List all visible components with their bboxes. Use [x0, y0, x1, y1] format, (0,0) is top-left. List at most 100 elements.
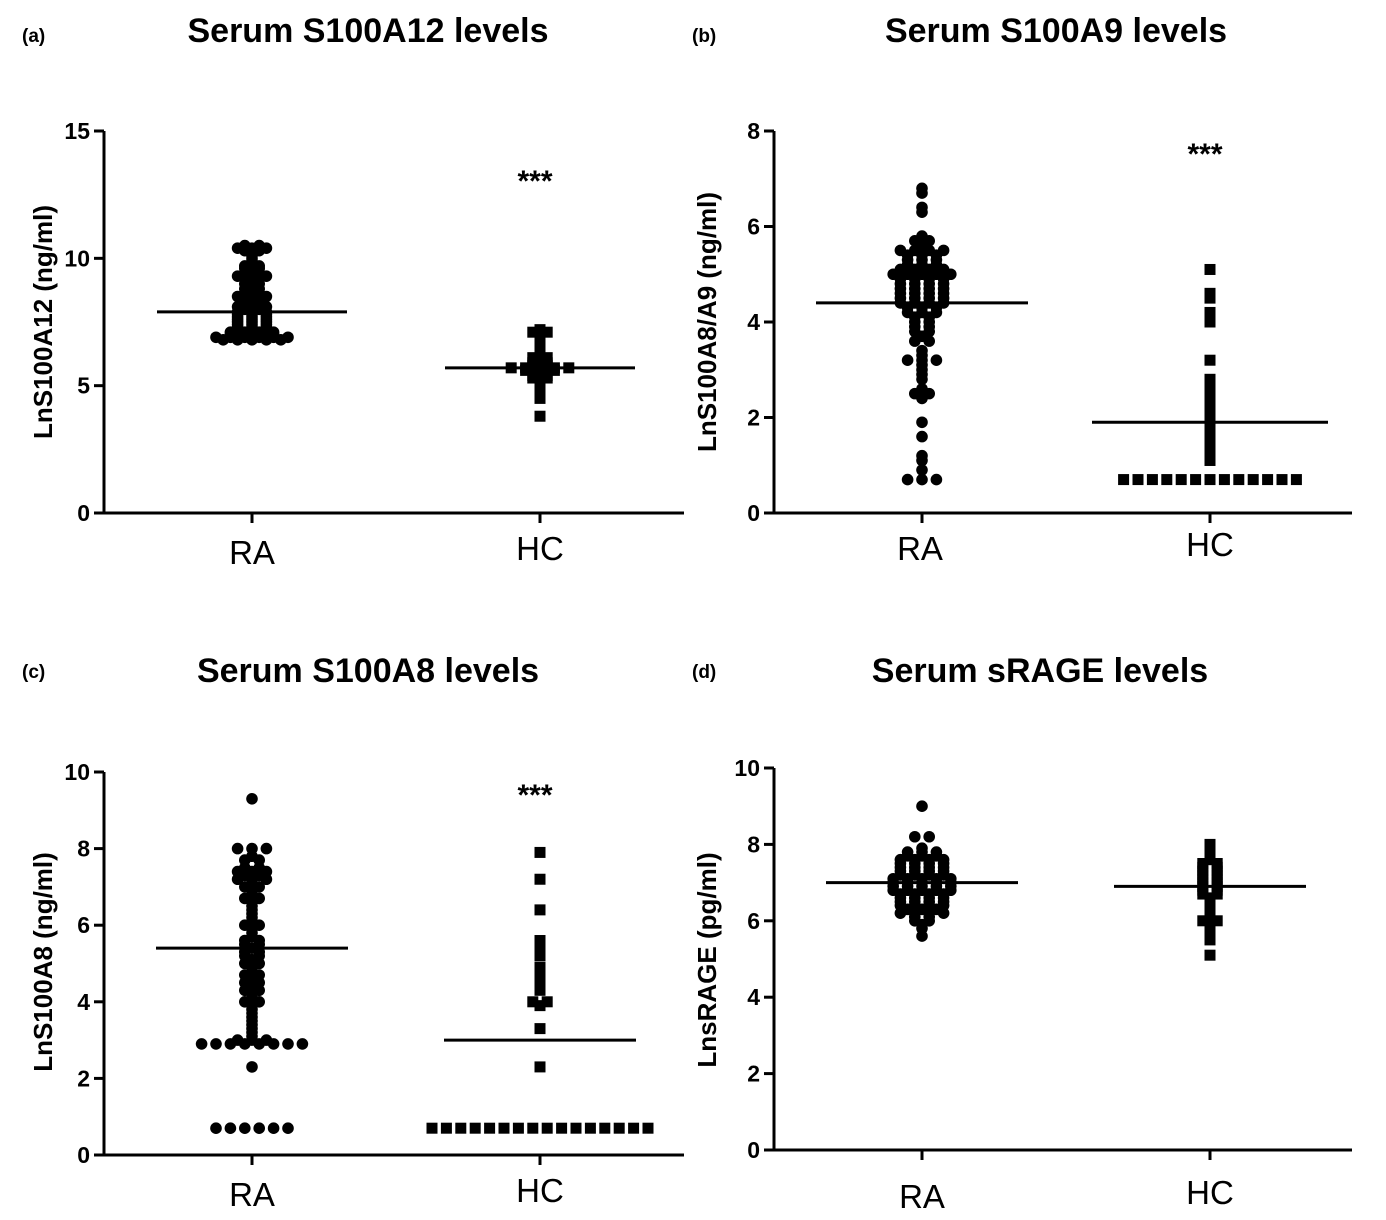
data-point-hc	[534, 873, 546, 885]
y-tick-label: 5	[77, 373, 90, 399]
data-point-hc	[613, 1122, 625, 1134]
x-tick-label-hc: HC	[1186, 1174, 1234, 1211]
data-point-ra	[231, 842, 244, 855]
data-point-hc	[541, 1122, 553, 1134]
data-point-ra	[296, 1038, 309, 1050]
data-point-hc	[1132, 474, 1144, 486]
data-point-hc	[534, 341, 546, 353]
data-point-hc	[534, 1000, 546, 1012]
y-tick-label: 10	[64, 245, 90, 271]
panel-label: (c)	[22, 662, 45, 683]
data-point-hc	[520, 364, 532, 376]
data-point-hc	[527, 372, 539, 384]
data-point-hc	[527, 359, 539, 371]
y-tick-label: 8	[77, 836, 90, 862]
data-point-ra	[916, 416, 928, 429]
data-point-ra	[217, 334, 229, 346]
y-axis-label: LnsRAGE (pg/ml)	[692, 852, 722, 1067]
data-point-ra	[231, 873, 244, 886]
data-point-hc	[1204, 854, 1216, 866]
data-point-ra	[909, 335, 921, 347]
x-tick-labels: RA HC	[229, 1172, 564, 1213]
data-point-ra	[282, 1122, 294, 1134]
data-point-hc	[1204, 474, 1216, 486]
data-point-hc	[1211, 888, 1223, 900]
data-point-hc	[527, 326, 539, 338]
data-point-hc	[541, 372, 553, 384]
y-tick-label: 15	[64, 118, 90, 144]
panel-label: (d)	[692, 662, 716, 683]
y-tick-label: 2	[747, 1061, 760, 1087]
y-tick-label: 6	[747, 908, 760, 934]
data-point-ra	[195, 1038, 208, 1050]
data-points	[826, 800, 1306, 961]
y-axis-label: LnS100A8/A9 (ng/ml)	[692, 192, 722, 452]
data-point-ra	[923, 335, 935, 347]
data-point-ra	[224, 1038, 237, 1050]
axes: 0 5 10 15	[64, 118, 684, 526]
x-tick-labels: RA HC	[897, 526, 1234, 567]
data-point-hc	[1247, 474, 1259, 486]
data-point-hc	[1204, 949, 1216, 961]
data-point-hc	[599, 1122, 611, 1134]
data-point-hc	[548, 364, 560, 376]
data-point-ra	[246, 1061, 258, 1073]
data-point-ra	[282, 1038, 294, 1050]
data-point-hc	[534, 410, 546, 422]
data-point-ra	[930, 473, 943, 486]
data-point-hc	[534, 385, 546, 397]
data-point-hc	[1204, 445, 1216, 457]
data-point-ra	[231, 270, 244, 282]
y-tick-label: 10	[64, 759, 90, 785]
y-tick-label: 0	[747, 1137, 760, 1163]
data-point-hc	[469, 1122, 481, 1134]
data-point-ra	[246, 793, 258, 805]
panel-label: (a)	[22, 26, 45, 47]
data-point-ra	[901, 354, 914, 367]
y-tick-label: 8	[747, 831, 760, 857]
data-point-hc	[541, 359, 553, 371]
chart-title: Serum S100A9 levels	[885, 12, 1227, 50]
data-point-ra	[916, 430, 928, 443]
data-point-hc	[498, 1122, 510, 1134]
data-point-hc	[534, 846, 546, 858]
data-point-hc	[426, 1122, 438, 1134]
x-tick-label-ra: RA	[899, 1178, 945, 1215]
data-point-hc	[1204, 306, 1216, 318]
y-tick-label: 2	[747, 405, 760, 431]
data-point-ra	[267, 1122, 280, 1134]
y-axis-label: LnS100A8 (ng/ml)	[28, 852, 58, 1072]
data-point-ra	[916, 930, 928, 942]
data-point-ra	[916, 464, 928, 476]
significance-marker: ***	[517, 165, 552, 198]
data-point-hc	[1146, 474, 1158, 486]
data-points	[816, 182, 1328, 486]
data-point-ra	[231, 334, 244, 346]
panel-d: (d) Serum sRAGE levels LnsRAGE (pg/ml) 0…	[692, 652, 1352, 1215]
chart-title: Serum S100A8 levels	[197, 652, 539, 690]
data-point-hc	[527, 1122, 539, 1134]
data-point-hc	[534, 354, 546, 366]
data-point-hc	[527, 996, 539, 1008]
data-point-hc	[1204, 316, 1216, 328]
data-point-hc	[534, 367, 546, 379]
data-point-ra	[253, 1038, 265, 1050]
data-point-ra	[916, 206, 928, 218]
x-tick-labels: RA HC	[899, 1174, 1234, 1215]
data-point-ra	[916, 187, 928, 199]
data-point-hc	[440, 1122, 452, 1134]
data-point-hc	[1204, 263, 1216, 275]
data-point-hc	[1290, 474, 1302, 486]
data-point-ra	[916, 473, 928, 486]
data-point-ra	[210, 1038, 222, 1050]
chart-title: Serum S100A12 levels	[187, 12, 548, 50]
data-point-ra	[267, 1038, 280, 1050]
data-point-hc	[455, 1122, 467, 1134]
data-point-hc	[628, 1122, 640, 1134]
data-point-hc	[1262, 474, 1274, 486]
y-tick-label: 6	[747, 214, 760, 240]
data-point-ra	[210, 1122, 222, 1134]
y-tick-label: 4	[747, 984, 760, 1010]
x-tick-label-hc: HC	[1186, 526, 1234, 563]
data-point-hc	[1211, 915, 1223, 927]
